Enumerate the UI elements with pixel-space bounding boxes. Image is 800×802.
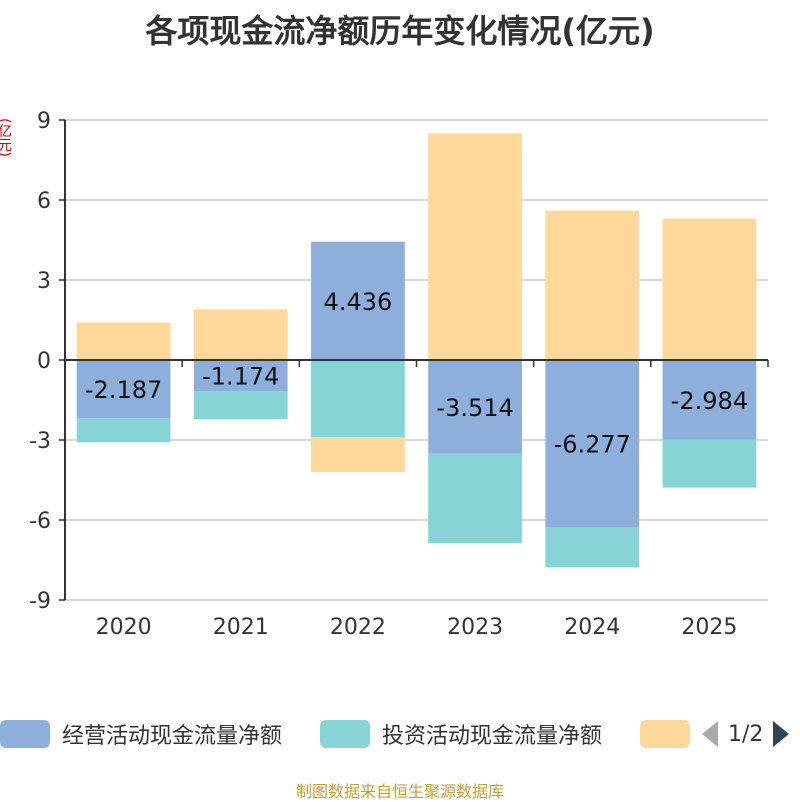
chart-area: -9 -6 -3 0 3 6 9 2020 2021 2022 2023 2024 2025 -2.18…	[29, 109, 769, 640]
y-tick-label: -9	[29, 589, 51, 614]
bar-operating	[662, 360, 757, 440]
bar-operating	[428, 360, 522, 454]
bar-investing	[428, 453, 522, 544]
y-tick-label: 3	[37, 269, 51, 294]
data-labels: -2.187 -1.174 4.436 -3.514 -6.277 -2.984	[85, 288, 748, 459]
x-tick-label: 2022	[330, 615, 386, 640]
chart-title: 各项现金流净额历年变化情况(亿元)	[145, 12, 655, 50]
legend-swatch-investing	[320, 720, 370, 748]
y-tick-label: 0	[37, 349, 51, 374]
pager-next-icon[interactable]	[771, 719, 791, 749]
bar-operating	[76, 360, 171, 419]
bar-financing	[662, 218, 757, 360]
y-tick-label: -3	[29, 429, 51, 454]
grid-lines	[65, 119, 768, 601]
data-label: 4.436	[324, 288, 393, 316]
pager-prev-icon[interactable]	[700, 719, 720, 749]
axes: -9 -6 -3 0 3 6 9 2020 2021 2022 2023 2024 2025	[29, 109, 769, 640]
bar-investing	[311, 360, 405, 438]
bar-investing	[193, 391, 288, 420]
legend-pager: 1/2	[700, 716, 791, 752]
data-label: -3.514	[436, 394, 513, 422]
x-tick-label: 2021	[213, 615, 269, 640]
x-tick-label: 2025	[681, 615, 737, 640]
bar-financing	[545, 210, 640, 360]
pager-text: 1/2	[728, 721, 764, 747]
bar-investing	[545, 527, 640, 568]
data-label: -2.984	[671, 387, 748, 415]
bar-operating	[193, 360, 288, 392]
y-tick-label: 6	[37, 189, 51, 214]
bar-financing	[428, 133, 522, 360]
legend-item-operating[interactable]: 经营活动现金流量净额	[0, 716, 282, 752]
legend-item-investing[interactable]: 投资活动现金流量净额	[320, 716, 602, 752]
bars	[76, 133, 757, 568]
bar-operating	[311, 241, 405, 360]
data-label: -2.187	[85, 376, 162, 404]
y-axis-unit: (亿元)	[0, 118, 12, 157]
legend-swatch-operating	[0, 720, 50, 748]
legend-label-operating: 经营活动现金流量净额	[62, 724, 283, 749]
y-tick-label: -6	[29, 509, 51, 534]
bar-investing	[76, 418, 171, 443]
legend-swatch-financing	[640, 720, 690, 748]
bar-financing	[311, 437, 405, 472]
data-source: 制图数据来自恒生聚源数据库	[295, 782, 504, 801]
data-label: -1.174	[202, 363, 279, 391]
x-tick-label: 2023	[447, 615, 503, 640]
bar-investing	[662, 439, 757, 488]
legend: 经营活动现金流量净额 投资活动现金流量净额	[0, 716, 800, 756]
legend-label-investing: 投资活动现金流量净额	[382, 724, 603, 749]
bar-financing	[193, 309, 288, 360]
y-tick-label: 9	[37, 109, 51, 134]
legend-item-financing[interactable]	[640, 716, 702, 752]
bar-financing	[76, 322, 171, 360]
x-tick-label: 2020	[96, 615, 152, 640]
x-tick-label: 2024	[564, 615, 620, 640]
bar-operating	[545, 360, 640, 528]
data-label: -6.277	[554, 431, 631, 459]
